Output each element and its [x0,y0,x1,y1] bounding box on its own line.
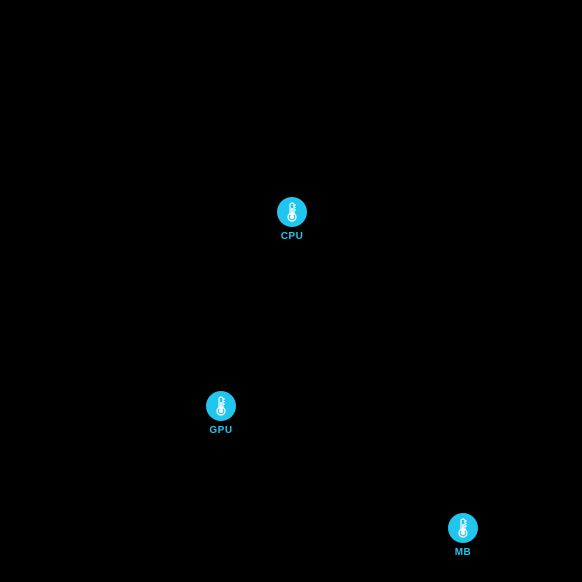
sensor-label-mb: MB [455,547,472,558]
thermometer-icon [277,197,307,227]
thermometer-icon [206,391,236,421]
sensor-canvas: CPU GPU [0,0,582,582]
sensor-gpu[interactable]: GPU [201,391,241,436]
sensor-cpu[interactable]: CPU [272,197,312,242]
sensor-label-gpu: GPU [209,425,232,436]
sensor-mb[interactable]: MB [443,513,483,558]
thermometer-icon [448,513,478,543]
sensor-label-cpu: CPU [281,231,304,242]
